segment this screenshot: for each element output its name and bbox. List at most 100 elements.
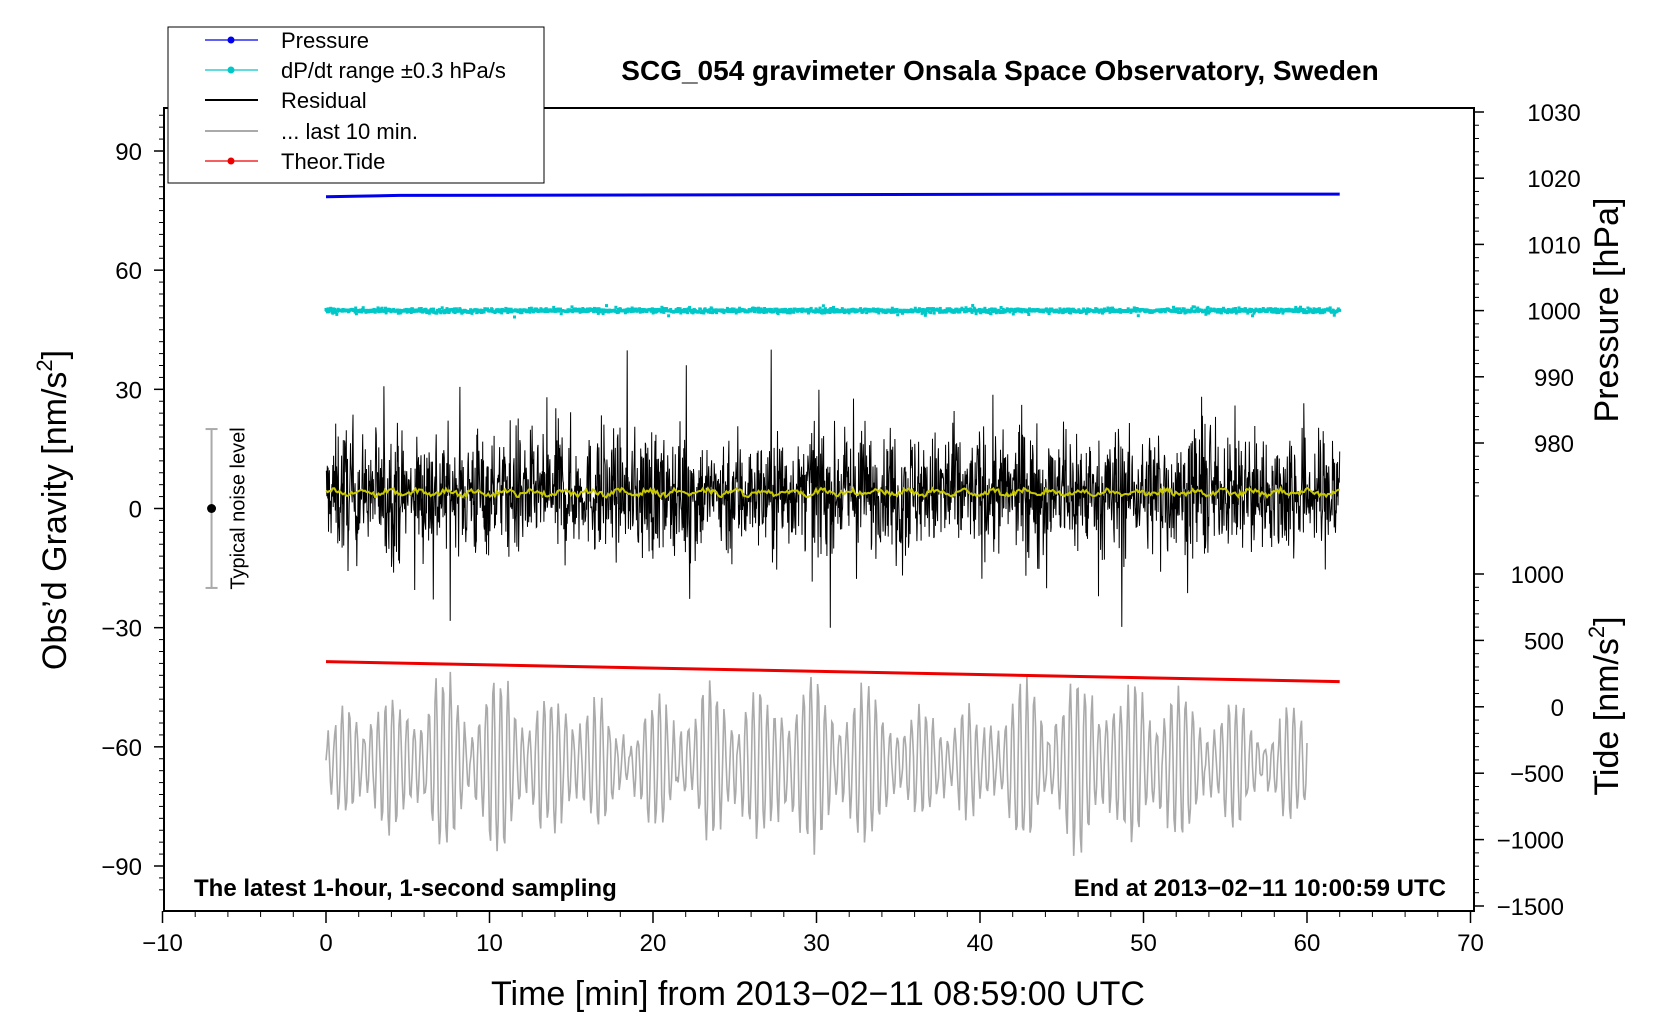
dpdt-point <box>757 306 760 310</box>
tide-tick-label: −1500 <box>1497 894 1564 921</box>
legend-item-pressure: Pressure <box>205 28 369 53</box>
dpdt-point <box>1117 310 1121 314</box>
dpdt-point <box>520 311 524 315</box>
series-layer <box>324 192 1342 856</box>
dpdt-point <box>877 311 881 315</box>
dpdt-point <box>527 308 531 312</box>
dpdt-point <box>1093 309 1097 313</box>
y-tick-label-left: −60 <box>101 735 142 762</box>
pressure-tick-label: 980 <box>1534 431 1574 458</box>
dpdt-point <box>1317 307 1321 311</box>
legend-marker-dpdt <box>227 66 235 74</box>
dpdt-point <box>364 310 368 314</box>
y-axis-title-left: Obs’d Gravity [nm/s2] <box>32 350 74 670</box>
dpdt-point <box>1014 309 1018 313</box>
dpdt-point <box>411 307 414 311</box>
dpdt-point <box>711 311 715 315</box>
x-tick-label: 20 <box>640 930 667 957</box>
dpdt-point <box>528 310 532 314</box>
dpdt-point <box>1178 307 1181 311</box>
dpdt-point <box>335 312 339 316</box>
y-axis-title-tide: Tide [nm/s2] <box>1584 616 1626 795</box>
dpdt-point <box>334 310 337 314</box>
noise-indicator: Typical noise level <box>205 427 250 590</box>
dpdt-point <box>482 310 486 314</box>
dpdt-point <box>329 308 333 312</box>
dpdt-point <box>831 308 835 312</box>
dpdt-point <box>1046 308 1050 312</box>
dpdt-point <box>772 310 776 314</box>
dpdt-point <box>1204 312 1208 316</box>
dpdt-point <box>1061 311 1065 314</box>
dpdt-point <box>983 306 987 310</box>
x-tick-label: 40 <box>967 930 994 957</box>
dpdt-point <box>1338 308 1342 312</box>
dpdt-point <box>640 308 644 311</box>
dpdt-point <box>1011 312 1015 316</box>
legend-item-last10: ... last 10 min. <box>205 119 418 144</box>
dpdt-point <box>1230 310 1234 314</box>
dpdt-point <box>978 308 981 311</box>
dpdt-point <box>1323 310 1327 314</box>
dpdt-point <box>1176 308 1179 312</box>
dpdt-point <box>823 307 827 311</box>
note-right: End at 2013−02−11 10:00:59 UTC <box>1074 875 1446 902</box>
dpdt-point <box>807 311 810 315</box>
dpdt-point <box>404 307 408 311</box>
dpdt-point <box>832 305 835 309</box>
dpdt-point <box>698 307 702 311</box>
dpdt-point <box>1332 313 1336 317</box>
dpdt-point <box>329 306 333 310</box>
dpdt-point <box>1042 310 1046 314</box>
dpdt-point <box>352 308 356 312</box>
dpdt-point <box>830 309 834 313</box>
dpdt-point <box>509 307 513 311</box>
y-axis-title-tide-main: Tide [nm/s <box>1588 638 1626 795</box>
y-axis-title-left-main: Obs’d Gravity [nm/s <box>36 372 74 671</box>
legend-label-last10: ... last 10 min. <box>281 119 418 144</box>
dpdt-point <box>1332 309 1336 313</box>
dpdt-point <box>570 305 574 309</box>
dpdt-point <box>813 310 817 314</box>
dpdt-point <box>625 310 629 314</box>
dpdt-point <box>973 307 977 311</box>
dpdt-point <box>1299 305 1302 309</box>
dpdt-point <box>552 305 556 309</box>
dpdt-point <box>1234 307 1238 310</box>
x-tick-label: 30 <box>803 930 830 957</box>
dpdt-point <box>970 310 974 314</box>
dpdt-point <box>650 307 654 311</box>
dpdt-point <box>659 308 662 312</box>
dpdt-point <box>922 310 926 313</box>
dpdt-point <box>630 306 634 310</box>
dpdt-point <box>708 308 712 312</box>
y-tick-label-left: 0 <box>129 497 142 524</box>
dpdt-point <box>453 311 457 315</box>
y-tick-label-left: 60 <box>115 258 142 285</box>
dpdt-point <box>1296 307 1300 311</box>
dpdt-point <box>847 311 851 315</box>
dpdt-point <box>1194 309 1198 313</box>
dpdt-point <box>1205 310 1209 313</box>
dpdt-point <box>1301 307 1304 311</box>
dpdt-point <box>665 307 669 311</box>
dpdt-point <box>1226 308 1230 311</box>
dpdt-point <box>753 310 756 314</box>
dpdt-point <box>354 312 358 316</box>
dpdt-point <box>527 307 531 310</box>
dpdt-point <box>702 311 706 315</box>
dpdt-point <box>645 310 649 313</box>
dpdt-point <box>958 310 962 314</box>
dpdt-point <box>1100 308 1104 312</box>
dpdt-point <box>871 307 875 311</box>
dpdt-point <box>1294 309 1298 313</box>
dpdt-point <box>1297 309 1301 313</box>
dpdt-point <box>988 308 992 312</box>
dpdt-point <box>559 307 562 311</box>
dpdt-point <box>921 307 925 311</box>
dpdt-point <box>1134 309 1138 313</box>
dpdt-point <box>580 310 583 314</box>
dpdt-point <box>459 308 462 312</box>
pressure-tick-label: 990 <box>1534 365 1574 392</box>
dpdt-point <box>944 310 948 314</box>
